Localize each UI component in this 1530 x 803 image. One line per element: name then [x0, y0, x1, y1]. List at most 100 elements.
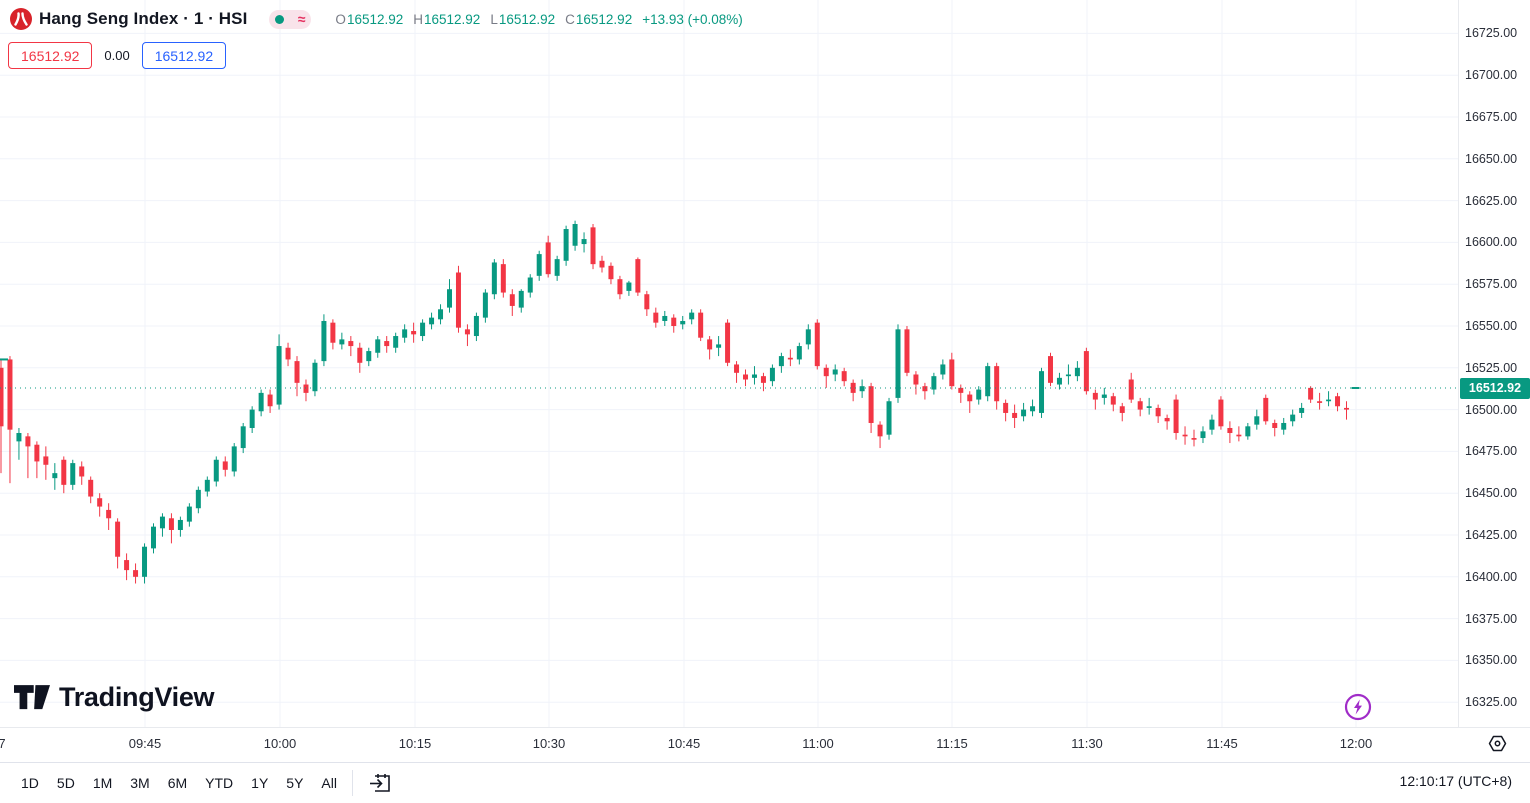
axis-settings-icon[interactable]: [1488, 735, 1507, 757]
candle: [1173, 394, 1179, 440]
candle: [1191, 429, 1197, 447]
open-label: O: [335, 11, 346, 27]
range-button-5d[interactable]: 5D: [56, 775, 75, 791]
candle: [1335, 392, 1341, 412]
candle: [707, 336, 713, 360]
candle: [769, 364, 775, 387]
candle: [1119, 402, 1125, 422]
candle: [527, 274, 533, 298]
range-button-3m[interactable]: 3M: [130, 775, 150, 791]
flash-icon[interactable]: [1344, 693, 1372, 721]
range-button-all[interactable]: All: [321, 775, 337, 791]
candle: [420, 319, 426, 342]
price-tick-label: 16625.00: [1465, 193, 1518, 208]
candle: [1056, 372, 1062, 390]
candle: [1236, 426, 1242, 442]
hsi-symbol-logo: [10, 8, 32, 30]
candle: [25, 433, 31, 479]
time-tick-label: 7: [0, 736, 6, 751]
close-label: C: [565, 11, 575, 27]
range-button-1m[interactable]: 1M: [92, 775, 113, 791]
ohlc-values: O16512.92 H16512.92 L16512.92 C16512.92 …: [335, 12, 742, 27]
candle: [841, 367, 847, 387]
price-axis[interactable]: 16512.92 16725.00 16700.00 16675.00 16650.0…: [1458, 0, 1530, 727]
price-tick-label: 16325.00: [1465, 695, 1518, 710]
candle: [464, 324, 470, 347]
candle: [778, 352, 784, 373]
price-tick-label: 16425.00: [1465, 528, 1518, 542]
candle: [1039, 367, 1045, 418]
candle: [823, 364, 829, 388]
symbol-title[interactable]: Hang Seng Index · 1 · HSI: [39, 9, 248, 28]
range-button-5y[interactable]: 5Y: [286, 775, 304, 791]
candle: [1263, 394, 1269, 425]
market-status-pill[interactable]: ≈: [269, 9, 312, 29]
candle: [743, 369, 749, 387]
candle: [751, 366, 757, 385]
candle: [518, 289, 524, 313]
candle: [52, 463, 58, 490]
candle: [1065, 364, 1071, 385]
buy-button[interactable]: 16512.92: [141, 42, 227, 69]
price-tick-label: 16575.00: [1465, 277, 1518, 292]
session-clock[interactable]: 12:10:17 (UTC+8): [1399, 773, 1512, 789]
candle: [814, 319, 820, 370]
candle: [725, 319, 731, 367]
candle: [958, 384, 964, 403]
candle: [1164, 414, 1170, 430]
candle: [115, 518, 121, 569]
candle: [97, 493, 103, 517]
candle: [213, 456, 219, 487]
candle: [312, 359, 318, 397]
candle: [1281, 417, 1287, 435]
candle: [859, 379, 865, 398]
range-button-6m[interactable]: 6M: [167, 775, 188, 791]
candle: [599, 255, 605, 273]
sell-button[interactable]: 16512.92: [8, 42, 93, 69]
time-tick-label: 11:15: [936, 736, 968, 751]
candle: [124, 553, 130, 581]
goto-date-button[interactable]: [363, 770, 398, 797]
candle: [626, 280, 632, 296]
candle: [168, 513, 174, 544]
candle: [581, 232, 587, 253]
time-tick-label: 10:00: [263, 736, 297, 751]
price-tick-label: 16525.00: [1465, 360, 1518, 375]
candle: [61, 456, 67, 494]
candle: [1021, 402, 1027, 422]
date-range-buttons: 1D 5D 1M 3M 6M YTD 1Y 5Y All: [12, 770, 346, 796]
data-status-dot-icon: [275, 14, 285, 24]
change-value: +13.93 (+0.08%): [642, 11, 743, 27]
candle: [429, 312, 435, 330]
candle: [402, 324, 408, 343]
candle: [644, 290, 650, 316]
time-axis[interactable]: 7 09:45 10:00 10:15 10:30 10:45 11:00 11:15 11:3…: [0, 727, 1530, 762]
candle: [1209, 414, 1215, 435]
range-button-1d[interactable]: 1D: [21, 775, 39, 791]
candle: [285, 342, 291, 367]
candle: [276, 334, 282, 410]
candle: [1155, 404, 1161, 423]
chart-plot-area[interactable]: TradingView: [0, 0, 1458, 727]
high-label: H: [413, 11, 423, 27]
price-tick-label: 16650.00: [1465, 151, 1518, 166]
price-tick-label: 16675.00: [1465, 110, 1518, 124]
range-button-1y[interactable]: 1Y: [251, 775, 269, 791]
candle: [608, 262, 614, 285]
candle: [1146, 397, 1152, 415]
candle: [142, 543, 148, 584]
time-tick-label: 12:00: [1339, 736, 1373, 751]
candle: [949, 352, 955, 390]
candle: [877, 421, 883, 449]
candle: [1083, 347, 1089, 395]
candle: [868, 382, 874, 434]
range-button-ytd[interactable]: YTD: [205, 775, 234, 791]
symbol-header: Hang Seng Index · 1 · HSI ≈ O16512.92 H1…: [10, 8, 743, 30]
price-tick-label: 16400.00: [1465, 569, 1518, 584]
open-value: 16512.92: [346, 11, 404, 27]
candle: [7, 356, 13, 484]
candle: [886, 397, 892, 440]
price-tick-label: 16725.00: [1465, 26, 1518, 41]
candle: [653, 307, 659, 328]
tradingview-logo-icon: [14, 684, 50, 709]
